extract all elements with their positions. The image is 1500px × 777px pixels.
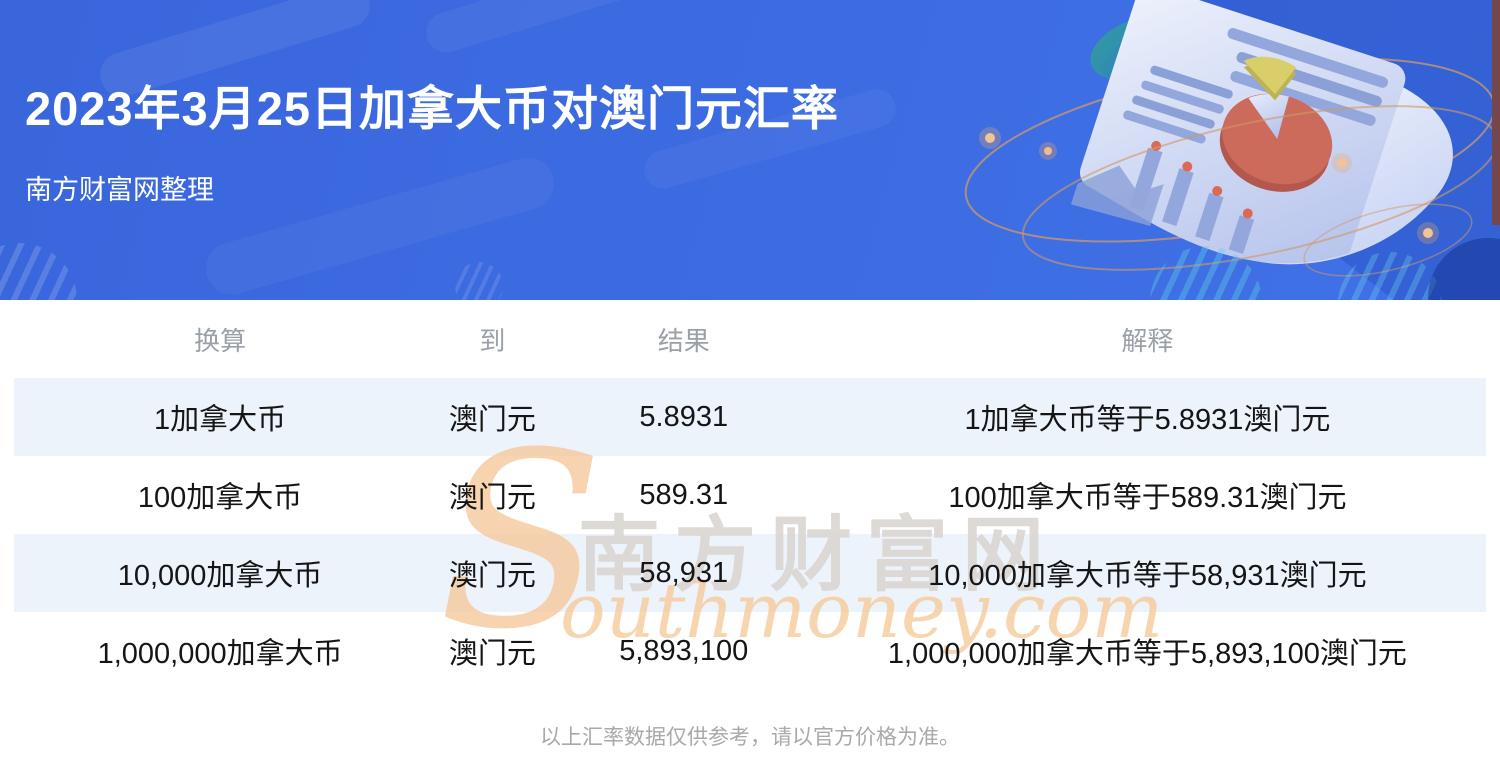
- orbit-line: [1303, 203, 1473, 277]
- header-convert: 换算: [194, 325, 247, 356]
- decor-streak: [421, 0, 749, 58]
- document-sheet: [1070, 0, 1453, 265]
- header-explain: 解释: [1121, 325, 1174, 356]
- page-title: 2023年3月25日加拿大币对澳门元汇率: [25, 82, 839, 135]
- cell-result: 5.8931: [639, 400, 729, 433]
- cell-to: 澳门元: [448, 482, 536, 514]
- cell-convert: 10,000加拿大币: [117, 560, 323, 592]
- cell-explain: 100加拿大币等于589.31澳门元: [948, 482, 1347, 514]
- cell-convert: 1,000,000加拿大币: [97, 638, 343, 670]
- table-row: 1加拿大币 澳门元 5.8931 1加拿大币等于5.8931澳门元: [14, 378, 1486, 456]
- table-row: 1,000,000加拿大币 澳门元 5,893,100 1,000,000加拿大…: [14, 612, 1486, 690]
- bar-chart-icon: [1070, 140, 1255, 255]
- decor-striped-circle: [0, 243, 77, 300]
- cell-convert: 100加拿大币: [137, 482, 303, 514]
- cell-to: 澳门元: [448, 638, 536, 670]
- header-to: 到: [479, 325, 506, 356]
- cell-result: 58,931: [639, 556, 729, 589]
- cell-explain: 1,000,000加拿大币等于5,893,100澳门元: [887, 638, 1407, 670]
- table-row: 10,000加拿大币 澳门元 58,931 10,000加拿大币等于58,931…: [14, 534, 1486, 612]
- orbit-dots: [979, 127, 1439, 244]
- cell-result: 5,893,100: [619, 634, 749, 667]
- banner: 2023年3月25日加拿大币对澳门元汇率 南方财富网整理: [0, 0, 1500, 300]
- cell-to: 澳门元: [448, 560, 536, 592]
- page-subtitle: 南方财富网整理: [25, 175, 214, 205]
- rate-table: 换算 到 结果 解释 1加拿大币 澳门元 5.8931 1加拿大币等于5.893…: [0, 300, 1500, 751]
- cell-explain: 10,000加拿大币等于58,931澳门元: [928, 560, 1367, 592]
- cell-convert: 1加拿大币: [154, 404, 287, 436]
- cell-result: 589.31: [639, 478, 729, 511]
- document-piechart-illustration: [964, 0, 1499, 277]
- decor-red-strip: [1492, 0, 1500, 225]
- cell-to: 澳门元: [448, 404, 536, 436]
- header-result: 结果: [657, 325, 710, 356]
- disclaimer-note: 以上汇率数据仅供参考，请以官方价格为准。: [540, 726, 960, 749]
- cell-explain: 1加拿大币等于5.8931澳门元: [964, 404, 1331, 436]
- table-row: 100加拿大币 澳门元 589.31 100加拿大币等于589.31澳门元: [14, 456, 1486, 534]
- decor-striped-circle: [455, 262, 503, 300]
- decor-streak: [199, 151, 561, 300]
- table-header-row: 换算 到 结果 解释: [14, 300, 1486, 378]
